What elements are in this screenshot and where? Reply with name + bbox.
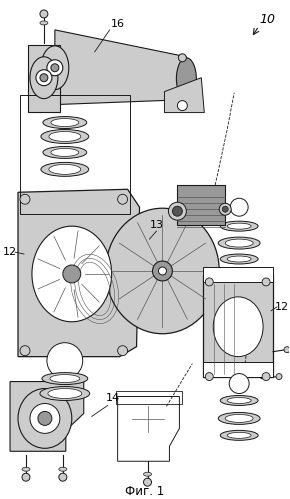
Circle shape [205, 278, 213, 286]
Circle shape [20, 194, 30, 204]
Ellipse shape [218, 413, 260, 424]
Ellipse shape [213, 297, 263, 357]
Ellipse shape [40, 387, 90, 401]
Ellipse shape [176, 58, 196, 100]
Ellipse shape [49, 132, 81, 141]
Circle shape [30, 404, 60, 433]
Text: 14: 14 [106, 394, 120, 404]
Text: 12: 12 [275, 302, 289, 312]
Ellipse shape [227, 432, 251, 438]
Ellipse shape [51, 119, 79, 127]
Ellipse shape [220, 430, 258, 440]
Ellipse shape [227, 256, 251, 262]
Polygon shape [28, 45, 60, 112]
Ellipse shape [18, 389, 72, 448]
Bar [203, 267, 273, 282]
Bar [20, 95, 130, 214]
Ellipse shape [41, 130, 89, 143]
Bar [203, 362, 273, 377]
Circle shape [178, 54, 186, 62]
Ellipse shape [220, 221, 258, 231]
Ellipse shape [106, 208, 219, 334]
Circle shape [51, 64, 59, 72]
Circle shape [230, 198, 248, 216]
Circle shape [153, 261, 173, 281]
Ellipse shape [227, 223, 251, 229]
Ellipse shape [41, 46, 69, 90]
Polygon shape [55, 30, 186, 105]
Circle shape [47, 60, 63, 76]
Circle shape [36, 70, 52, 86]
Polygon shape [164, 78, 204, 113]
Text: 12: 12 [3, 247, 17, 257]
Ellipse shape [144, 472, 151, 476]
Text: 16: 16 [110, 19, 125, 29]
Polygon shape [18, 189, 139, 357]
Text: 13: 13 [149, 220, 164, 230]
Circle shape [38, 412, 52, 425]
Circle shape [177, 101, 187, 111]
Ellipse shape [218, 237, 260, 249]
Ellipse shape [220, 396, 258, 406]
Ellipse shape [59, 467, 67, 471]
Ellipse shape [168, 202, 186, 220]
Circle shape [262, 278, 270, 286]
Text: 10: 10 [259, 13, 275, 26]
Circle shape [173, 206, 182, 216]
Bar [116, 391, 182, 405]
Circle shape [276, 374, 282, 380]
Circle shape [262, 373, 270, 381]
Circle shape [22, 473, 30, 481]
Polygon shape [203, 275, 273, 377]
Circle shape [118, 194, 128, 204]
Ellipse shape [51, 148, 79, 156]
Ellipse shape [30, 57, 58, 99]
Ellipse shape [43, 117, 87, 129]
Ellipse shape [42, 373, 88, 385]
Circle shape [20, 346, 30, 356]
Circle shape [158, 267, 166, 275]
Ellipse shape [22, 467, 30, 471]
Ellipse shape [225, 415, 253, 422]
Circle shape [59, 473, 67, 481]
Circle shape [47, 343, 83, 379]
Circle shape [284, 347, 290, 353]
Circle shape [63, 265, 81, 283]
Circle shape [144, 478, 151, 486]
Ellipse shape [50, 375, 80, 383]
Ellipse shape [49, 164, 81, 174]
Ellipse shape [227, 398, 251, 404]
Circle shape [118, 346, 128, 356]
Circle shape [40, 74, 48, 82]
Text: Фиг. 1: Фиг. 1 [125, 485, 164, 498]
Circle shape [205, 373, 213, 381]
Circle shape [222, 206, 228, 212]
Ellipse shape [225, 239, 253, 247]
Ellipse shape [41, 162, 89, 176]
Polygon shape [10, 382, 84, 451]
Ellipse shape [220, 254, 258, 264]
Ellipse shape [48, 389, 82, 399]
Ellipse shape [40, 21, 48, 25]
Ellipse shape [43, 146, 87, 158]
Circle shape [229, 374, 249, 394]
Circle shape [219, 203, 231, 215]
Bar [177, 185, 225, 225]
Polygon shape [118, 397, 180, 461]
Ellipse shape [32, 226, 112, 322]
Circle shape [40, 10, 48, 18]
